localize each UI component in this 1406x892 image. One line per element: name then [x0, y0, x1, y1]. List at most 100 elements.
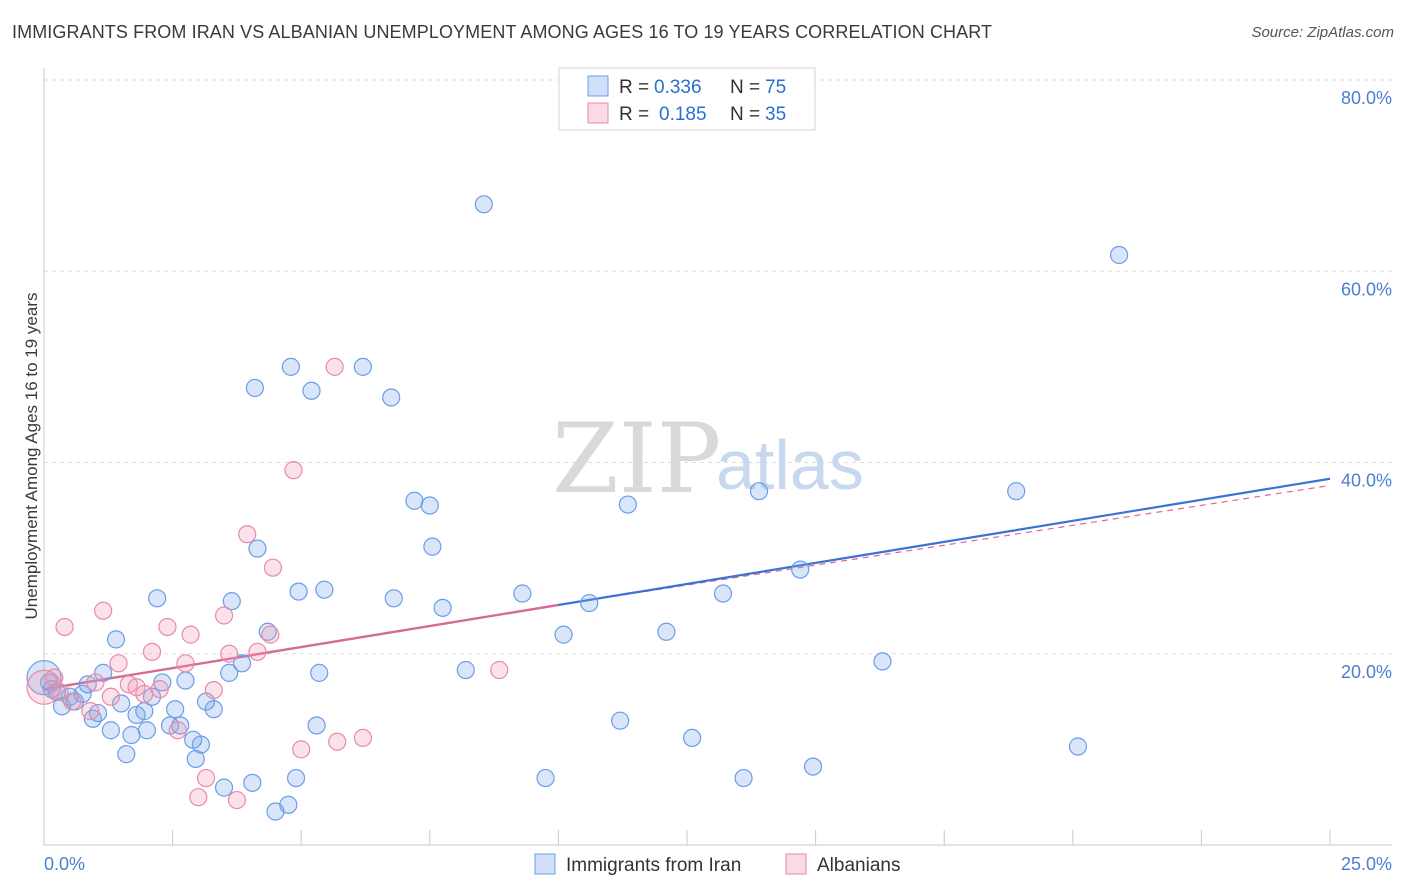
point-albanians [168, 721, 187, 740]
point-iran [73, 684, 92, 704]
point-iran [302, 381, 321, 400]
chart-title: IMMIGRANTS FROM IRAN VS ALBANIAN UNEMPLO… [12, 22, 993, 42]
y-tick-label: 60.0% [1341, 279, 1392, 299]
point-iran [474, 195, 493, 214]
point-albanians [261, 625, 280, 644]
point-albanians [248, 642, 267, 661]
scatter-points [26, 195, 1129, 821]
series-legend-swatch-iran [534, 853, 556, 875]
point-iran [1109, 245, 1129, 265]
point-iran [214, 778, 234, 797]
gridlines [44, 79, 1392, 655]
legend-r-label-albanians: R = [619, 104, 649, 125]
legend-n-label-iran: N = [730, 77, 760, 98]
series-legend-swatch-albanians [785, 853, 807, 875]
legend-r-value-albanians: 0.185 [659, 104, 707, 125]
point-albanians [214, 606, 234, 625]
point-iran [803, 757, 823, 776]
point-iran [245, 378, 265, 398]
y-axis-tick-labels: 20.0% 40.0% 60.0% 80.0% [1341, 88, 1392, 682]
point-albanians [204, 680, 223, 700]
y-tick-label: 40.0% [1341, 471, 1392, 491]
y-axis-label: Unemployment Among Ages 16 to 19 years [22, 293, 41, 620]
point-albanians [142, 642, 162, 661]
point-iran [176, 671, 195, 690]
point-iran [232, 654, 252, 673]
point-iran [353, 357, 373, 376]
point-iran [94, 663, 113, 682]
watermark: ZIP atlas [552, 403, 864, 515]
legend-n-value-albanians: 35 [765, 104, 786, 125]
point-iran [611, 711, 630, 730]
point-iran [186, 749, 205, 769]
point-iran [315, 580, 334, 599]
point-albanians [94, 601, 113, 620]
point-iran [618, 495, 637, 514]
point-iran [166, 700, 185, 719]
point-iran [117, 745, 136, 764]
point-albanians [86, 673, 105, 692]
point-albanians [227, 790, 246, 810]
point-albanians [63, 692, 82, 711]
x-tick-label-min: 0.0% [44, 854, 85, 874]
point-iran [536, 768, 555, 788]
point-iran [683, 728, 702, 748]
point-iran [433, 598, 452, 617]
point-iran [122, 725, 141, 745]
legend-r-value-iran: 0.336 [654, 77, 702, 98]
point-albanians [263, 558, 283, 577]
point-albanians [292, 740, 311, 759]
point-albanians [176, 654, 195, 673]
legend-swatch-iran [587, 75, 609, 97]
point-albanians [196, 768, 216, 788]
point-iran [289, 582, 308, 601]
point-iran [405, 491, 424, 510]
point-iran [657, 622, 676, 641]
point-iran [286, 768, 306, 788]
point-iran [148, 589, 167, 608]
point-iran [281, 357, 301, 376]
point-iran [713, 584, 733, 603]
point-iran [191, 735, 210, 754]
x-tick-label-max: 25.0% [1341, 854, 1392, 874]
point-albanians [189, 788, 208, 807]
point-iran [1068, 737, 1088, 756]
y-tick-label: 80.0% [1341, 88, 1392, 108]
point-iran [420, 496, 439, 515]
point-iran [873, 652, 892, 671]
point-iran [554, 625, 573, 644]
point-albanians [353, 728, 373, 748]
watermark-atlas: atlas [716, 426, 864, 504]
point-iran [171, 716, 190, 735]
point-iran [101, 721, 120, 740]
point-iran [279, 795, 298, 814]
point-iran [220, 663, 239, 682]
series-legend-label-albanians: Albanians [817, 855, 900, 876]
series-legend-label-iran: Immigrants from Iran [566, 855, 741, 876]
point-iran [423, 537, 442, 556]
point-iran [513, 584, 532, 603]
point-albanians [328, 732, 347, 751]
stats-legend: R = 0.336 N = 75 R = 0.185 N = 35 [558, 67, 816, 131]
point-iran [112, 694, 131, 713]
legend-swatch-albanians [587, 102, 609, 124]
point-albanians [158, 617, 177, 637]
x-axis-ticks [43, 830, 1331, 845]
y-tick-label: 20.0% [1341, 662, 1392, 682]
point-iran [307, 716, 326, 735]
point-albanians [220, 644, 239, 663]
point-iran [791, 560, 810, 579]
point-iran [1007, 482, 1026, 501]
point-iran [580, 593, 599, 613]
point-albanians [325, 357, 344, 376]
point-albanians [135, 684, 154, 704]
point-albanians [101, 687, 120, 706]
point-albanians [284, 461, 303, 480]
point-iran [384, 589, 403, 608]
point-albanians [26, 669, 62, 705]
point-albanians [238, 525, 257, 544]
point-iran [258, 622, 277, 641]
point-albanians [81, 702, 100, 721]
trend-albanians [43, 603, 559, 691]
